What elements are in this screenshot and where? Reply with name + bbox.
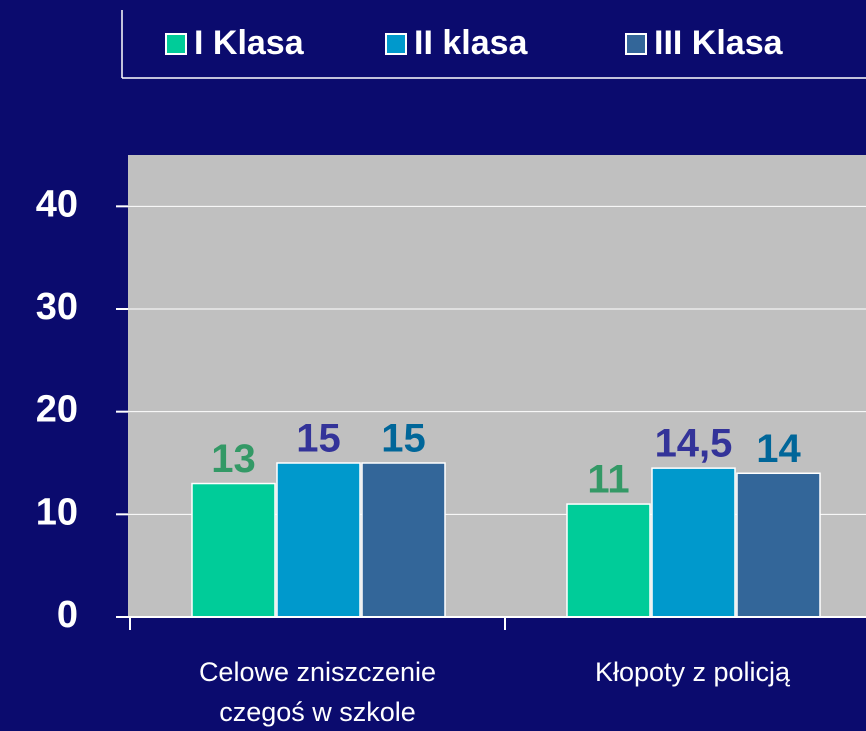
data-label: 15	[381, 417, 426, 461]
bar	[651, 467, 736, 618]
y-tick-label: 20	[36, 389, 78, 431]
bar	[736, 472, 821, 618]
y-tick-label: 40	[36, 183, 78, 225]
y-tick-label: 30	[36, 286, 78, 328]
data-label: 14,5	[655, 422, 733, 466]
x-tick-label: Kłopoty z policją	[594, 657, 791, 687]
bar	[361, 462, 446, 618]
data-label: 15	[296, 417, 341, 461]
x-tick-label: Celowe zniszczenie czegoś w szkole	[198, 657, 437, 727]
legend-label: III Klasa	[654, 24, 784, 62]
y-tick-label: 0	[57, 594, 78, 636]
legend-label: II klasa	[414, 24, 529, 62]
legend-label: I Klasa	[194, 24, 305, 62]
legend-swatch	[385, 33, 407, 55]
bar	[276, 462, 361, 618]
legend-swatch	[625, 33, 647, 55]
data-label: 11	[587, 458, 629, 502]
legend-swatch	[165, 33, 187, 55]
bar	[191, 482, 276, 618]
y-tick-label: 10	[36, 491, 78, 533]
data-label: 14	[756, 427, 801, 471]
bar	[566, 503, 651, 618]
data-label: 13	[211, 437, 256, 481]
